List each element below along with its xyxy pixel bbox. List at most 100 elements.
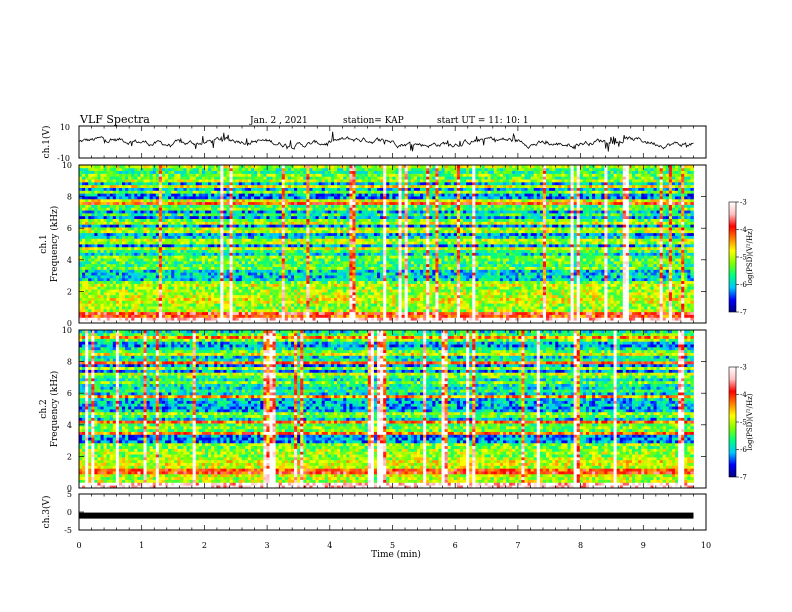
spectrogram-cell: [220, 303, 224, 307]
spectrogram-cell: [343, 303, 347, 307]
spectrogram-cell: [149, 300, 154, 304]
spectrogram-cell: [613, 320, 618, 324]
spectrogram-cell: [312, 269, 316, 273]
spectrogram-cell: [115, 300, 120, 304]
spectrogram-cell: [675, 272, 679, 276]
spectrogram-cell: [582, 289, 587, 293]
spectrogram-cell: [607, 283, 611, 287]
spectrogram-cell: [542, 266, 547, 270]
spectrogram-cell: [306, 272, 310, 276]
spectrogram-cell: [635, 280, 639, 284]
spectrogram-cell: [380, 286, 384, 290]
spectrogram-cell: [334, 306, 338, 310]
spectrogram-cell: [321, 306, 326, 310]
spectrogram-cell: [247, 280, 252, 284]
spectrogram-cell: [579, 289, 584, 293]
spectrogram-cell: [589, 283, 593, 287]
spectrogram-cell: [545, 311, 550, 315]
spectrogram-cell: [398, 255, 402, 259]
spectrogram-cell: [681, 303, 685, 307]
spectrogram-cell: [103, 317, 108, 321]
spectrogram-cell: [598, 297, 602, 301]
spectrogram-cell: [100, 297, 104, 301]
spectrogram-cell: [530, 255, 535, 259]
spectrogram-cell: [257, 283, 261, 287]
spectrogram-cell: [613, 272, 618, 276]
spectrogram-cell: [198, 303, 203, 307]
spectrogram-cell: [290, 263, 295, 267]
spectrogram-cell: [502, 306, 507, 310]
spectrogram-cell: [410, 263, 415, 267]
spectrogram-cell: [383, 317, 387, 321]
spectrogram-cell: [146, 272, 151, 276]
spectrogram-cell: [306, 280, 310, 284]
spectrogram-cell: [128, 255, 132, 259]
spectrogram-cell: [453, 280, 458, 284]
spectrogram-cell: [309, 317, 313, 321]
spectrogram-cell: [641, 283, 645, 287]
spectrogram-cell: [275, 260, 280, 265]
spectrogram-cell: [401, 266, 406, 270]
spectrogram-cell: [539, 317, 544, 321]
spectrogram-cell: [678, 294, 682, 299]
spectrogram-cell: [668, 258, 673, 262]
spectrogram-cell: [377, 317, 381, 321]
spectrogram-cell: [589, 260, 593, 265]
spectrogram-cell: [585, 320, 590, 324]
spectrogram-cell: [195, 308, 200, 313]
spectrogram-cell: [334, 269, 338, 273]
spectrogram-cell: [502, 297, 507, 301]
spectrogram-cell: [490, 283, 495, 287]
spectrogram-cell: [582, 258, 587, 262]
spectrogram-cell: [456, 306, 461, 310]
spectrogram-cell: [668, 269, 673, 273]
spectrogram-cell: [558, 260, 562, 265]
spectrogram-cell: [509, 320, 513, 324]
spectrogram-cell: [585, 311, 590, 315]
spectrogram-cell: [232, 272, 237, 276]
spectrogram-cell: [168, 269, 172, 273]
spectrogram-cell: [349, 294, 353, 299]
spectrogram-cell: [598, 294, 602, 299]
spectrogram-cell: [272, 255, 277, 259]
spectrogram-cell: [334, 263, 338, 267]
spectrogram-cell: [149, 308, 154, 313]
spectrogram-cell: [287, 300, 292, 304]
spectrogram-cell: [589, 280, 593, 284]
spectrogram-cell: [343, 317, 347, 321]
spectrogram-cell: [687, 300, 691, 304]
spectrogram-cell: [146, 297, 151, 301]
spectrogram-cell: [244, 303, 249, 307]
spectrogram-cell: [330, 300, 335, 304]
spectrogram-cell: [478, 291, 482, 296]
spectrogram-cell: [579, 294, 584, 299]
spectrogram-cell: [125, 255, 129, 259]
spectrogram-cell: [112, 252, 117, 256]
spectrogram-cell: [410, 306, 415, 310]
spectrogram-cell: [131, 291, 135, 296]
spectrogram-cell: [545, 258, 550, 262]
spectrogram-cell: [94, 291, 98, 296]
spectrogram-cell: [177, 255, 181, 259]
spectrogram-cell: [284, 297, 289, 301]
spectrogram-cell: [149, 252, 154, 256]
spectrogram-cell: [426, 283, 430, 287]
spectrogram-cell: [97, 258, 101, 262]
spectrogram-cell: [189, 252, 194, 256]
spectrogram-cell: [204, 291, 209, 296]
spectrogram-cell: [217, 297, 221, 301]
spectrogram-cell: [438, 294, 442, 299]
spectrogram-cell: [644, 308, 648, 313]
spectrogram-cell: [404, 300, 409, 304]
spectrogram-cell: [561, 314, 565, 318]
spectrogram-cell: [318, 255, 323, 259]
spectrogram-cell: [662, 306, 667, 310]
spectrogram-cell: [204, 314, 209, 318]
spectrogram-cell: [607, 306, 611, 310]
spectrogram-cell: [413, 300, 418, 304]
spectrogram-cell: [195, 289, 200, 293]
spectrogram-cell: [641, 272, 645, 276]
spectrogram-cell: [337, 320, 341, 324]
spectrogram-cell: [269, 297, 273, 301]
spectrogram-cell: [254, 311, 258, 315]
